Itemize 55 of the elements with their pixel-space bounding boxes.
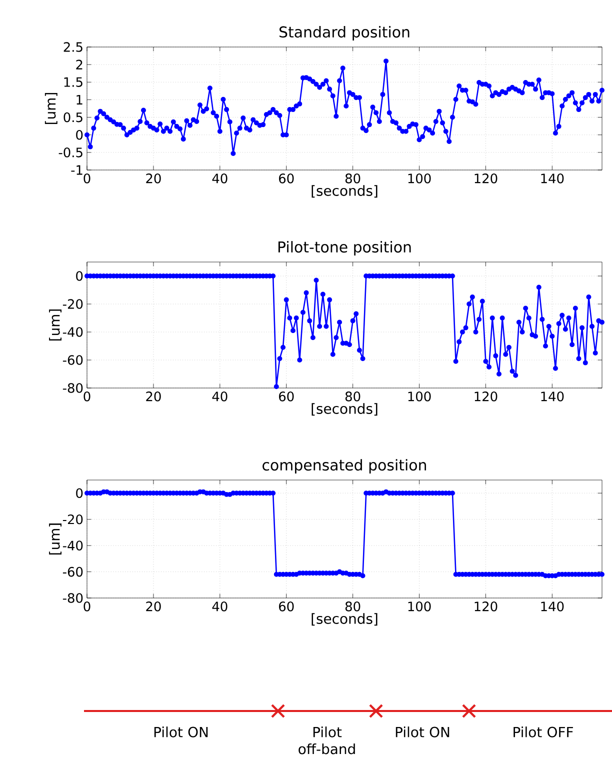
y-tick-label: 0 [76, 488, 83, 498]
x-axis-title: [seconds] [312, 185, 378, 198]
y-tick-label: -40 [62, 327, 83, 337]
y-tick-label: 0 [76, 130, 83, 140]
y-tick-label: -60 [62, 355, 83, 365]
x-tick-label: 120 [474, 392, 498, 402]
x-tick-label: 0 [84, 174, 90, 184]
x-axis-title: [seconds] [312, 403, 378, 416]
y-tick-label: 2 [76, 60, 82, 70]
x-tick-label: 60 [279, 392, 294, 402]
x-tick-label: 80 [345, 392, 360, 402]
chart-title: Pilot-tone position [278, 241, 411, 256]
y-axis-title: [um] [49, 524, 62, 554]
x-tick-label: 120 [474, 174, 498, 184]
x-tick-label: 20 [146, 174, 161, 184]
x-tick-label: 20 [146, 602, 161, 612]
x-tick-label: 80 [345, 602, 360, 612]
text: Pilot OFF [514, 726, 573, 738]
x-tick-label: 140 [541, 174, 564, 184]
chart-title: compensated position [262, 459, 426, 474]
x-axis-title: [seconds] [312, 613, 378, 626]
x-tick-label: 40 [212, 392, 228, 402]
x-tick-label: 40 [212, 602, 228, 612]
chart-title: Standard position [280, 26, 410, 41]
y-tick-label: 2.5 [64, 42, 82, 52]
x-tick-label: 0 [84, 392, 90, 402]
text: Pilot off-band [298, 726, 355, 754]
y-tick-label: -20 [62, 514, 83, 524]
y-tick-label: 0 [76, 271, 83, 281]
x-tick-label: 100 [408, 392, 431, 402]
y-tick-label: -0.5 [58, 148, 82, 158]
x-tick-label: 60 [279, 174, 294, 184]
y-axis-title: [um] [49, 310, 62, 340]
x-tick-label: 100 [408, 174, 431, 184]
x-tick-label: 0 [84, 602, 90, 612]
x-tick-label: 20 [146, 392, 161, 402]
y-tick-label: -80 [62, 593, 83, 603]
y-tick-label: 0.5 [64, 112, 82, 122]
x-tick-label: 80 [345, 174, 360, 184]
text: Pilot ON [396, 726, 450, 738]
y-tick-label: -80 [62, 383, 83, 393]
text: Pilot ON [154, 726, 208, 738]
x-tick-label: 100 [408, 602, 431, 612]
y-tick-label: 1 [76, 95, 82, 104]
x-tick-label: 120 [474, 602, 498, 612]
y-tick-label: 1.5 [64, 77, 82, 87]
x-tick-label: 40 [212, 174, 228, 184]
y-axis-title: [um] [44, 93, 58, 124]
y-tick-label: -1 [71, 165, 82, 175]
x-tick-label: 60 [279, 602, 294, 612]
x-tick-label: 140 [541, 392, 564, 402]
y-tick-label: -60 [62, 566, 83, 577]
y-tick-label: -20 [62, 299, 83, 309]
x-tick-label: 140 [541, 602, 564, 612]
y-tick-label: -40 [62, 540, 83, 550]
